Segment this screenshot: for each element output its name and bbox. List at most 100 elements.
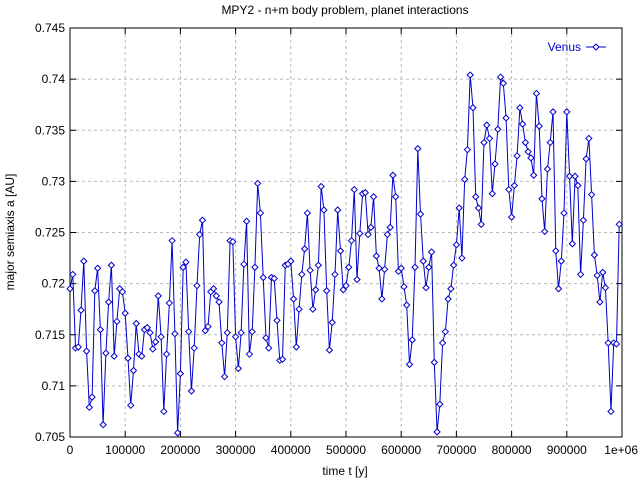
data-point xyxy=(488,189,496,198)
data-point xyxy=(248,327,256,336)
x-tick-label: 700000 xyxy=(436,443,476,457)
data-point xyxy=(309,305,317,313)
y-tick-label: 0.71 xyxy=(42,379,66,393)
data-point xyxy=(113,317,121,326)
data-point xyxy=(422,284,430,292)
data-point xyxy=(171,330,179,338)
data-point xyxy=(529,171,538,179)
data-point xyxy=(441,327,450,336)
data-point xyxy=(209,285,218,293)
data-point xyxy=(182,258,190,266)
data-point xyxy=(419,257,427,265)
grid xyxy=(70,28,622,437)
data-point xyxy=(118,288,127,296)
data-point xyxy=(187,387,196,395)
data-point xyxy=(168,236,176,245)
data-point xyxy=(320,206,328,214)
data-point xyxy=(157,333,165,341)
data-point xyxy=(425,263,433,271)
data-point xyxy=(383,230,392,239)
y-tick-label: 0.705 xyxy=(35,430,65,444)
data-point xyxy=(74,343,82,351)
data-point xyxy=(91,287,99,295)
data-point xyxy=(499,79,508,87)
data-point xyxy=(110,352,118,360)
y-tick-label: 0.735 xyxy=(35,123,65,137)
data-point xyxy=(190,344,198,352)
data-point xyxy=(397,264,405,272)
data-point xyxy=(265,344,273,352)
data-point xyxy=(612,340,621,348)
x-tick-label: 100000 xyxy=(105,443,145,457)
data-point xyxy=(438,339,447,347)
data-point xyxy=(143,323,151,332)
data-point xyxy=(460,175,469,184)
data-point xyxy=(557,257,565,265)
data-point xyxy=(535,122,543,130)
data-point xyxy=(121,309,129,317)
data-point xyxy=(132,319,140,328)
legend-marker xyxy=(592,43,600,51)
x-tick-label: 200000 xyxy=(160,443,200,457)
data-point xyxy=(270,274,278,283)
data-point xyxy=(201,326,209,335)
data-point xyxy=(300,245,309,253)
data-point xyxy=(151,338,160,346)
data-point xyxy=(458,254,466,262)
data-point xyxy=(568,240,577,248)
data-point xyxy=(85,403,94,412)
data-point xyxy=(596,298,604,306)
data-point xyxy=(184,327,193,336)
data-point xyxy=(160,407,168,416)
data-point xyxy=(212,292,220,300)
data-point xyxy=(287,257,295,265)
data-point xyxy=(325,346,334,354)
data-point xyxy=(292,343,301,351)
data-point xyxy=(466,71,474,79)
data-point xyxy=(541,227,549,236)
data-point xyxy=(93,264,102,272)
data-point xyxy=(295,305,303,313)
data-point xyxy=(311,286,320,294)
data-point xyxy=(414,144,422,153)
data-point xyxy=(361,188,370,197)
data-point xyxy=(389,171,397,179)
x-tick-label: 400000 xyxy=(271,443,311,457)
data-point xyxy=(452,241,461,249)
data-point xyxy=(99,421,107,429)
data-point xyxy=(251,263,259,271)
data-point xyxy=(237,328,245,337)
data-point xyxy=(538,195,546,203)
legend-label: Venus xyxy=(548,40,581,54)
data-point xyxy=(107,261,116,269)
data-point xyxy=(314,261,323,269)
data-point xyxy=(516,104,524,112)
data-point xyxy=(472,193,480,201)
data-point xyxy=(88,393,96,401)
data-point xyxy=(455,204,463,212)
data-point xyxy=(242,217,251,225)
data-point xyxy=(380,265,389,274)
data-point xyxy=(278,355,287,363)
data-point xyxy=(104,298,113,306)
data-point xyxy=(289,295,298,303)
x-tick-label: 900000 xyxy=(547,443,587,457)
data-point xyxy=(408,336,416,344)
data-point xyxy=(138,352,146,360)
data-point xyxy=(474,204,483,212)
data-point xyxy=(411,263,419,271)
x-tick-label: 800000 xyxy=(492,443,532,457)
x-tick-label: 1e+06 xyxy=(604,443,638,457)
data-point xyxy=(436,400,444,408)
data-point xyxy=(240,260,248,268)
data-point xyxy=(480,138,488,147)
data-point xyxy=(579,216,588,224)
data-point xyxy=(146,328,154,337)
data-point xyxy=(220,372,229,381)
data-point xyxy=(604,339,612,347)
data-point xyxy=(582,155,590,163)
data-point xyxy=(433,428,441,436)
data-point xyxy=(322,287,331,295)
data-point xyxy=(306,266,314,275)
